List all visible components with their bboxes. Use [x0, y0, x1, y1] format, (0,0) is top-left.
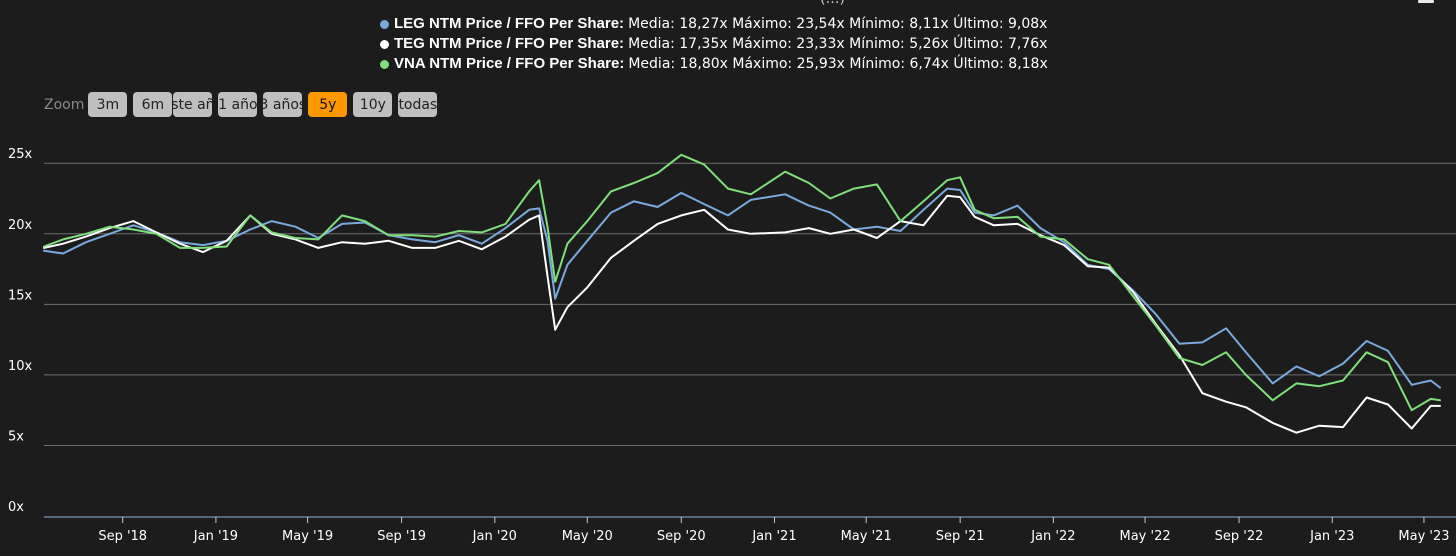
series-line-teg[interactable] [43, 194, 1441, 434]
y-tick: 20x [8, 218, 33, 233]
x-tick-label: Jan '23 [1309, 529, 1354, 544]
y-tick-label: 0x [8, 500, 24, 515]
x-tick-label: May '22 [1119, 529, 1170, 544]
x-tick: May '22 [1119, 529, 1170, 544]
legend-marker-vna [380, 59, 389, 69]
x-tick-label: Jan '19 [193, 529, 238, 544]
zoom-10y-button[interactable]: 10y [353, 92, 393, 117]
y-tick: 25x [8, 147, 33, 162]
legend: LEG NTM Price / FFO Per Share: Media: 18… [380, 14, 1048, 74]
x-tick: Sep '21 [936, 529, 985, 544]
y-tick-label: 25x [8, 147, 33, 162]
gridlines [44, 162, 1456, 446]
legend-item-leg[interactable]: LEG NTM Price / FFO Per Share: Media: 18… [380, 14, 1048, 34]
x-tick: Sep '22 [1215, 529, 1264, 544]
y-tick-label: 20x [8, 218, 33, 233]
x-tick-label: May '19 [282, 529, 333, 544]
x-tick-label: May '23 [1398, 529, 1449, 544]
x-tick: Sep '19 [377, 529, 426, 544]
y-tick-label: 5x [8, 429, 24, 444]
x-tick-label: Sep '22 [1215, 529, 1264, 544]
x-tick-label: Sep '21 [936, 529, 985, 544]
x-axis: Sep '18 Jan '19 May '19 Sep '19 Jan '20 May '… [44, 516, 1456, 544]
x-tick: May '21 [841, 529, 892, 544]
hamburger-menu-icon[interactable] [1418, 0, 1434, 6]
x-tick: Jan '19 [193, 529, 238, 544]
legend-marker-teg [380, 39, 389, 49]
x-tick-label: Jan '22 [1030, 529, 1075, 544]
x-tick-label: Jan '20 [472, 529, 517, 544]
y-tick: 5x [8, 429, 24, 444]
legend-item-teg[interactable]: TEG NTM Price / FFO Per Share: Media: 17… [380, 34, 1048, 54]
x-tick-label: Sep '19 [377, 529, 426, 544]
zoom-3m-button[interactable]: 3m [88, 92, 128, 117]
x-tick: Jan '21 [751, 529, 796, 544]
x-tick-label: May '20 [562, 529, 613, 544]
series-line-leg[interactable] [43, 187, 1441, 389]
legend-series-name: VNA NTM Price / FFO Per Share: [394, 55, 625, 72]
zoom-6m-button[interactable]: 6m [133, 92, 173, 117]
legend-item-vna[interactable]: VNA NTM Price / FFO Per Share: Media: 18… [380, 54, 1048, 74]
legend-series-stats: Media: 18,27x Máximo: 23,54x Mínimo: 8,1… [628, 16, 1048, 32]
legend-series-stats: Media: 17,35x Máximo: 23,33x Mínimo: 5,2… [628, 36, 1048, 52]
x-tick: Jan '20 [472, 529, 517, 544]
chart-title-fragment: (…) [820, 0, 845, 7]
x-tick: May '23 [1398, 529, 1449, 544]
zoom-5y-button[interactable]: 5y [308, 92, 348, 117]
legend-marker-leg [380, 19, 389, 29]
x-tick-label: Sep '20 [657, 529, 706, 544]
zoom-3y-button[interactable]: 3 años [263, 92, 303, 117]
legend-series-stats: Media: 18,80x Máximo: 25,93x Mínimo: 6,7… [628, 56, 1048, 72]
y-tick-label: 10x [8, 359, 33, 374]
x-tick: May '20 [562, 529, 613, 544]
zoom-1y-button[interactable]: 1 año [218, 92, 258, 117]
series-line-vna[interactable] [43, 153, 1441, 412]
series-group [43, 153, 1441, 434]
y-tick: 0x [8, 500, 24, 515]
zoom-ytd-button[interactable]: este año [173, 92, 213, 117]
x-tick-label: Jan '21 [751, 529, 796, 544]
menu-bar [1418, 0, 1434, 3]
zoom-range-selector: Zoom 3m 6m este año 1 año 3 años 5y 10y … [44, 92, 443, 117]
x-tick: Sep '18 [98, 529, 147, 544]
zoom-label: Zoom [44, 96, 85, 113]
y-tick-label: 15x [8, 288, 33, 303]
x-tick: May '19 [282, 529, 333, 544]
legend-series-name: TEG NTM Price / FFO Per Share: [394, 35, 625, 52]
x-tick: Jan '22 [1030, 529, 1075, 544]
x-tick: Jan '23 [1309, 529, 1354, 544]
zoom-all-button[interactable]: todas [398, 92, 438, 117]
y-tick: 15x [8, 288, 33, 303]
x-tick-label: May '21 [841, 529, 892, 544]
legend-series-name: LEG NTM Price / FFO Per Share: [394, 15, 625, 32]
x-tick: Sep '20 [657, 529, 706, 544]
y-tick: 10x [8, 359, 33, 374]
y-axis: 0x 5x 10x 15x 20x 25x [8, 147, 33, 515]
x-tick-label: Sep '18 [98, 529, 147, 544]
